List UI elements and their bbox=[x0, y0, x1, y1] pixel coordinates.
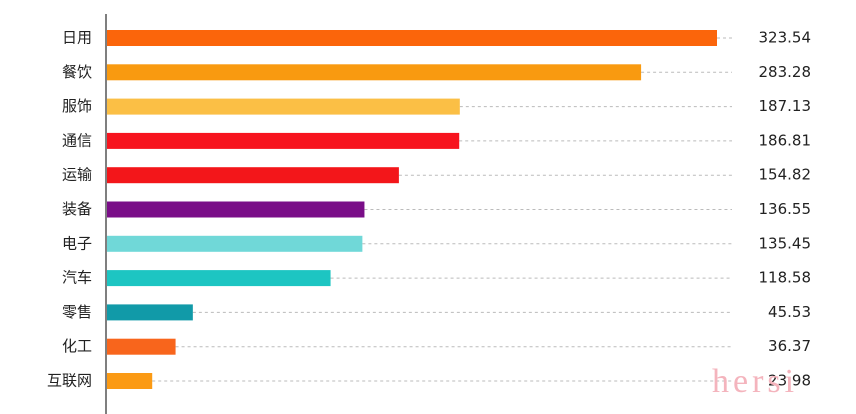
bar bbox=[107, 235, 363, 252]
category-label: 装备 bbox=[62, 200, 92, 218]
bar bbox=[107, 304, 193, 321]
category-label: 互联网 bbox=[47, 372, 92, 390]
bar bbox=[107, 373, 153, 389]
bar bbox=[107, 64, 642, 81]
bar bbox=[107, 30, 717, 46]
category-label: 运输 bbox=[62, 166, 92, 184]
bar bbox=[107, 167, 399, 184]
value-label: 186.81 bbox=[759, 131, 812, 149]
category-label: 化工 bbox=[62, 337, 92, 355]
value-label: 136.55 bbox=[759, 200, 812, 218]
category-label: 零售 bbox=[62, 303, 92, 321]
bar bbox=[107, 201, 365, 218]
bar bbox=[107, 132, 460, 149]
value-label: 283.28 bbox=[759, 63, 812, 81]
value-label: 45.53 bbox=[768, 303, 811, 321]
watermark: hersi bbox=[712, 363, 798, 400]
bar bbox=[107, 98, 460, 115]
value-label: 23.98 bbox=[768, 372, 811, 390]
value-label: 187.13 bbox=[759, 97, 812, 115]
category-label: 通信 bbox=[62, 131, 92, 149]
category-label: 日用 bbox=[62, 29, 92, 47]
category-label: 服饰 bbox=[62, 97, 92, 115]
value-label: 118.58 bbox=[759, 269, 812, 287]
value-label: 154.82 bbox=[759, 166, 812, 184]
category-label: 电子 bbox=[62, 234, 92, 252]
value-label: 36.37 bbox=[768, 337, 811, 355]
category-label: 汽车 bbox=[62, 269, 92, 287]
bar bbox=[107, 270, 331, 287]
value-label: 323.54 bbox=[759, 29, 812, 47]
category-label: 餐饮 bbox=[62, 63, 92, 81]
bar bbox=[107, 338, 176, 355]
value-label: 135.45 bbox=[759, 234, 812, 252]
